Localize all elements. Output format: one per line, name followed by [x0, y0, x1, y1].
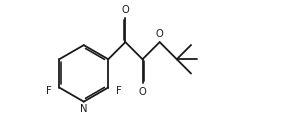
Text: N: N	[80, 104, 88, 114]
Text: F: F	[46, 86, 51, 96]
Text: O: O	[122, 5, 129, 15]
Text: F: F	[116, 86, 122, 96]
Text: O: O	[139, 87, 146, 97]
Text: O: O	[156, 29, 164, 39]
